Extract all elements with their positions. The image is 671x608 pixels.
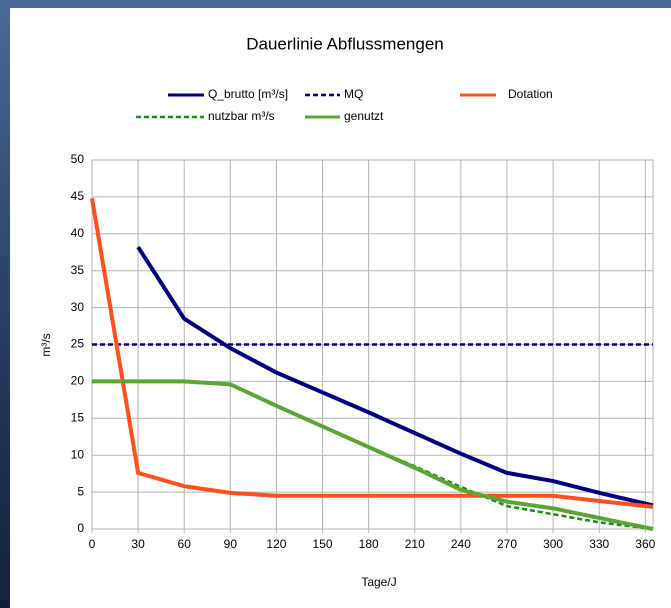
y-tick-label: 30: [71, 300, 85, 314]
x-tick-label: 90: [224, 537, 238, 551]
y-tick-label: 0: [77, 521, 84, 535]
y-tick-label: 15: [71, 410, 85, 424]
y-tick-label: 40: [71, 226, 85, 240]
y-tick-label: 10: [71, 447, 85, 461]
legend-label: MQ: [344, 87, 363, 101]
y-tick-label: 5: [77, 484, 84, 498]
x-tick-label: 150: [313, 537, 333, 551]
series-line: [136, 246, 654, 508]
x-tick-label: 120: [266, 537, 286, 551]
x-tick-label: 180: [359, 537, 379, 551]
y-tick-label: 45: [71, 189, 85, 203]
x-tick-label: 210: [405, 537, 425, 551]
x-tick-label: 360: [635, 537, 655, 551]
legend-label: genutzt: [344, 109, 384, 123]
y-tick-label: 20: [71, 374, 85, 388]
chart-title: Dauerlinie Abflussmengen: [246, 34, 444, 53]
series-line: [90, 198, 654, 509]
x-tick-label: 330: [589, 537, 609, 551]
chart: Dauerlinie Abflussmengen Tage/J m³/s 0 5 1…: [10, 8, 671, 608]
legend-label: nutzbar m³/s: [208, 109, 275, 123]
x-tick-label: 0: [89, 537, 96, 551]
x-tick-label: 240: [451, 537, 471, 551]
y-tick-label: 35: [71, 263, 85, 277]
y-axis-label: m³/s: [39, 333, 53, 356]
x-tick-label: 270: [497, 537, 517, 551]
y-tick-label: 25: [71, 337, 85, 351]
x-tick-label: 300: [543, 537, 563, 551]
x-tick-label: 30: [131, 537, 145, 551]
x-tick-label: 60: [178, 537, 192, 551]
y-tick-label: 50: [71, 152, 85, 166]
series-line: [92, 379, 654, 531]
legend-label: Q_brutto [m³/s]: [208, 87, 288, 101]
x-axis-label: Tage/J: [361, 575, 396, 589]
legend-label: Dotation: [508, 87, 553, 101]
